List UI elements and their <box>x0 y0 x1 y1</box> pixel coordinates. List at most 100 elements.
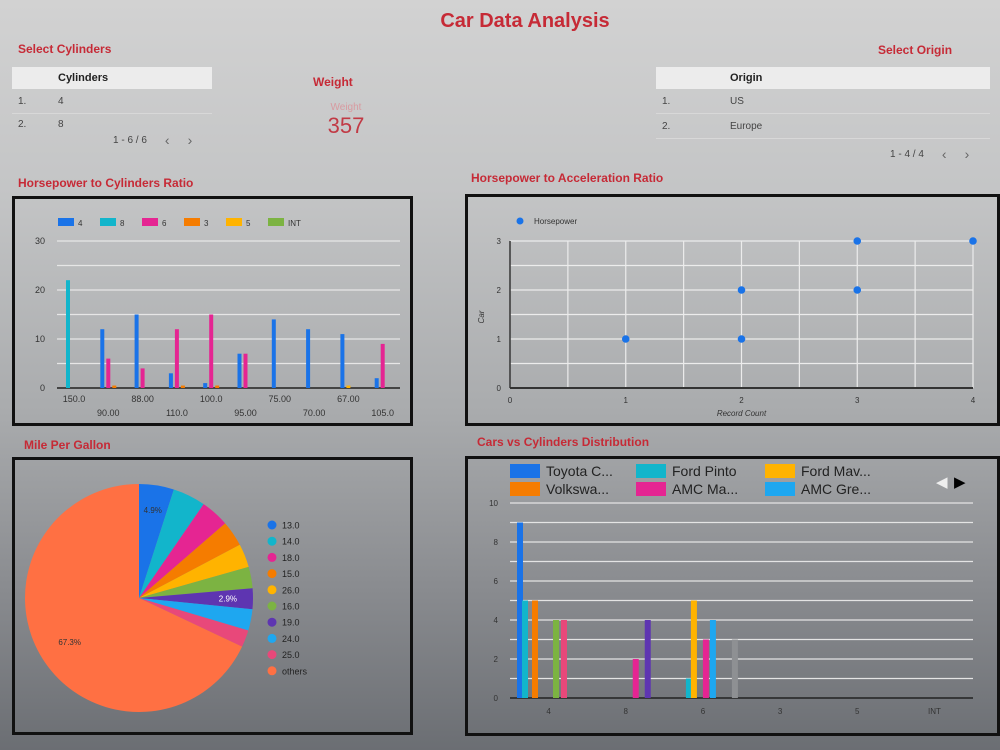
mpg-chart-panel: 4.9% 2.9% 67.3% 13.0 14.0 18.0 15.0 26.0 16.0 19.… <box>12 457 413 735</box>
x-tick-label: 6 <box>701 707 706 716</box>
legend-swatch <box>184 218 200 226</box>
cylinders-table-header[interactable]: Cylinders <box>12 67 212 89</box>
data-point <box>737 335 746 343</box>
next-page-icon[interactable]: › <box>187 132 193 148</box>
bar <box>374 378 379 388</box>
svg-text:10: 10 <box>489 499 498 508</box>
row-value: 4 <box>58 95 64 107</box>
legend-marker <box>267 536 277 546</box>
mpg-pie-chart[interactable]: 4.9% 2.9% 67.3% 13.0 14.0 18.0 15.0 26.0 16.0 19.… <box>15 460 410 732</box>
legend-swatch <box>100 218 116 226</box>
svg-text:2: 2 <box>494 655 499 664</box>
weight-label: Weight <box>330 102 362 113</box>
legend-marker <box>267 552 277 562</box>
bar <box>134 314 139 388</box>
bar <box>168 373 173 388</box>
bar <box>271 319 276 388</box>
svg-text:4: 4 <box>971 396 976 405</box>
bar <box>237 353 242 388</box>
bar <box>522 600 528 698</box>
legend-marker <box>267 585 277 595</box>
data-point <box>621 335 630 343</box>
cylinders-table: Cylinders 1. 4 2. 8 <box>12 67 212 134</box>
hp-acc-chart-panel: Horsepower 0 1 2 3 0 1 2 3 4 Record Count Car <box>465 194 1000 426</box>
pie-slice <box>139 566 253 598</box>
pie-slice <box>139 598 249 647</box>
legend-marker <box>267 569 277 579</box>
legend-swatch <box>226 218 242 226</box>
bar <box>106 358 111 388</box>
svg-text:0: 0 <box>497 384 502 393</box>
cars-cyl-title: Cars vs Cylinders Distribution <box>477 435 650 449</box>
table-row[interactable]: 2. 8 <box>12 114 212 134</box>
x-tick-label: 75.00 <box>269 394 292 404</box>
legend-next-icon: ▶ <box>954 474 966 491</box>
column-header-cylinders: Cylinders <box>58 72 109 84</box>
pie-slice <box>139 504 226 598</box>
bar <box>517 522 523 698</box>
svg-text:30: 30 <box>35 236 45 246</box>
legend-label: Ford Pinto <box>672 463 737 479</box>
x-axis-title: Record Count <box>717 409 767 418</box>
bar <box>215 385 220 388</box>
legend-label: Horsepower <box>534 217 577 226</box>
x-tick-label: 90.00 <box>97 408 120 418</box>
cars-cyl-bar-chart[interactable]: Toyota C... Ford Pinto Ford Mav... Volkswa.… <box>468 459 997 733</box>
data-point <box>737 286 746 294</box>
column-header-origin: Origin <box>730 72 763 84</box>
legend-prev-icon: ◀ <box>936 474 948 491</box>
svg-text:0: 0 <box>40 383 45 393</box>
bar <box>702 639 709 698</box>
bar <box>532 600 538 698</box>
legend-label: 6 <box>162 219 167 228</box>
origin-table: Origin 1. US 2. Europe <box>656 67 990 139</box>
row-value: US <box>730 95 744 107</box>
bar <box>553 620 559 698</box>
hp-acc-scatter-chart[interactable]: Horsepower 0 1 2 3 0 1 2 3 4 Record Count Car <box>468 197 997 423</box>
legend-swatch <box>765 482 795 496</box>
slice-label: 2.9% <box>219 595 237 604</box>
table-row[interactable]: 1. 4 <box>12 89 212 114</box>
y-axis-title: Car <box>477 310 486 323</box>
x-tick-label: 95.00 <box>234 408 257 418</box>
bar <box>66 280 70 388</box>
bar <box>380 343 385 388</box>
bar <box>306 329 311 388</box>
hp-cyl-bar-chart[interactable]: 4 8 6 3 5 INT 0 10 20 30 150.0 90.00 88.00 110.0 100.0… <box>15 199 410 423</box>
bar <box>561 620 567 698</box>
x-tick-label: 5 <box>855 707 860 716</box>
legend-swatch <box>142 218 158 226</box>
bar <box>203 383 208 388</box>
svg-text:3: 3 <box>855 396 860 405</box>
next-page-icon[interactable]: › <box>964 146 970 162</box>
svg-text:0: 0 <box>508 396 513 405</box>
svg-text:6: 6 <box>494 577 499 586</box>
legend-marker <box>516 217 524 225</box>
table-row[interactable]: 2. Europe <box>656 114 990 139</box>
weight-scorecard: Weight 357 <box>316 102 376 139</box>
prev-page-icon[interactable]: ‹ <box>164 132 170 148</box>
legend-swatch <box>765 464 795 478</box>
row-value: Europe <box>730 120 763 132</box>
row-index: 1. <box>18 95 27 107</box>
x-tick-label: INT <box>928 707 941 716</box>
legend-label: Ford Mav... <box>801 463 871 479</box>
pie-slice <box>139 523 240 598</box>
legend-swatch <box>268 218 284 226</box>
row-index: 2. <box>18 118 27 130</box>
bar <box>209 314 214 388</box>
bar <box>243 353 248 388</box>
row-value: 8 <box>58 118 64 130</box>
bar <box>632 659 639 698</box>
table-row[interactable]: 1. US <box>656 89 990 114</box>
legend-label: 26.0 <box>282 585 300 595</box>
x-tick-label: 88.00 <box>131 394 154 404</box>
origin-table-header[interactable]: Origin <box>656 67 990 89</box>
legend-label: Toyota C... <box>546 463 613 479</box>
pie-slice <box>139 598 253 631</box>
mpg-title: Mile Per Gallon <box>24 438 111 452</box>
legend-label: AMC Ma... <box>672 481 738 497</box>
bar <box>140 368 145 388</box>
legend-label: 25.0 <box>282 650 300 660</box>
prev-page-icon[interactable]: ‹ <box>941 146 947 162</box>
